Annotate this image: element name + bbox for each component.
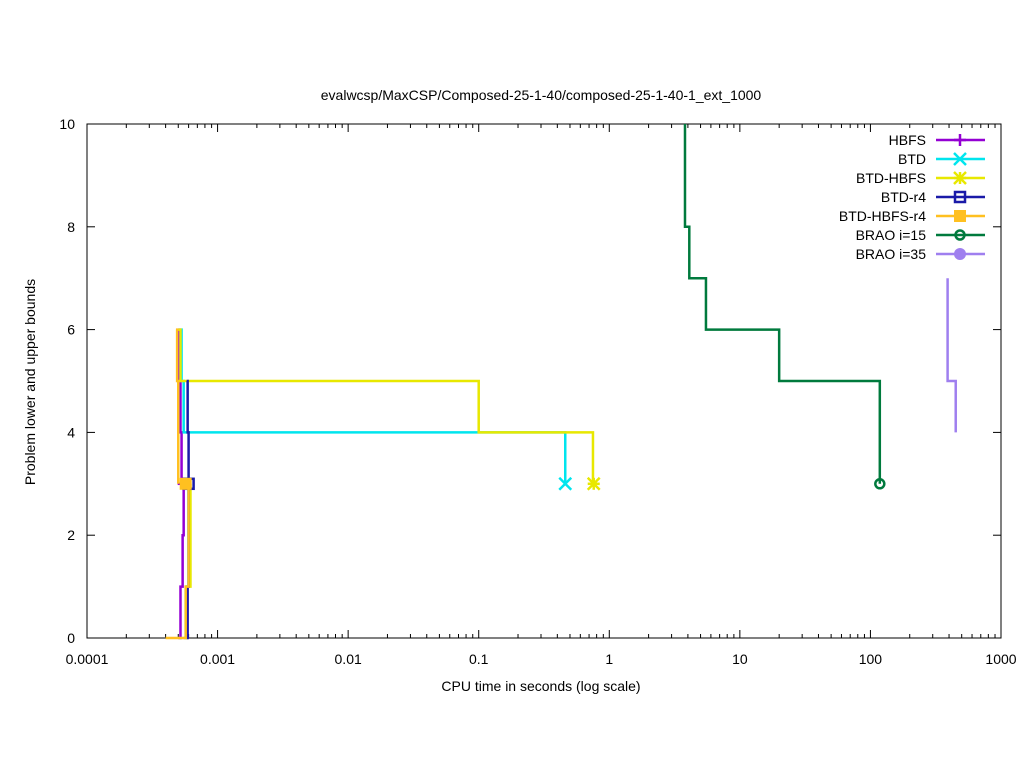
- series-lower-bound-line: [178, 483, 185, 640]
- y-tick-label: 10: [59, 116, 75, 132]
- series-final-point: [558, 476, 573, 491]
- chart-title: evalwcsp/MaxCSP/Composed-25-1-40/compose…: [321, 87, 762, 103]
- series-upper-bound-line: [178, 328, 595, 484]
- legend-marker: [954, 210, 966, 222]
- legend: HBFS BTD BTD-HBFS BTD-r4 BTD-HBFS-r4 BRAO i=1…: [839, 132, 985, 262]
- x-tick-label: 0.01: [335, 651, 362, 667]
- legend-marker: [954, 134, 966, 146]
- legend-label: BTD-HBFS: [856, 170, 926, 186]
- series-final-point: [586, 476, 601, 491]
- series-upper-bound-line: [175, 328, 180, 484]
- series-final-point: [179, 477, 192, 490]
- x-tick-label: 0.1: [469, 651, 489, 667]
- series-5: [683, 124, 886, 490]
- series-2: [178, 328, 601, 640]
- x-tick-label: 1: [605, 651, 613, 667]
- marker-box: [954, 210, 966, 222]
- series-final-point: [874, 478, 886, 490]
- legend-label: BRAO i=15: [856, 227, 927, 243]
- series-lines: [165, 124, 957, 640]
- legend-marker: [954, 248, 966, 260]
- series-4: [165, 328, 192, 640]
- marker-circle: [874, 478, 886, 490]
- x-tick-label: 0.0001: [66, 651, 109, 667]
- series-upper-bound-line: [186, 379, 190, 484]
- series-lower-bound-line: [165, 483, 190, 640]
- marker-box: [953, 190, 967, 204]
- marker-stroke: [586, 476, 601, 491]
- y-tick-label: 4: [67, 424, 75, 440]
- marker-circle: [954, 248, 966, 260]
- legend-marker: [953, 190, 967, 204]
- x-axis-label: CPU time in seconds (log scale): [441, 678, 640, 694]
- plot-frame: [86, 123, 1002, 639]
- legend-label: BRAO i=35: [856, 246, 927, 262]
- series-upper-bound-line: [946, 278, 957, 433]
- legend-marker: [953, 152, 967, 166]
- legend-label: HBFS: [889, 132, 926, 148]
- x-tick-label: 10: [732, 651, 748, 667]
- legend-label: BTD-r4: [881, 189, 926, 205]
- series-upper-bound-line: [180, 328, 567, 484]
- y-tick-label: 8: [67, 219, 75, 235]
- x-tick-label: 0.001: [200, 651, 235, 667]
- y-tick-label: 6: [67, 322, 75, 338]
- series-6: [946, 278, 957, 433]
- marker-stroke: [953, 152, 967, 166]
- y-tick-label: 2: [67, 527, 75, 543]
- legend-marker: [953, 171, 967, 185]
- marker-stroke: [953, 171, 967, 185]
- series-upper-bound-line: [683, 124, 882, 484]
- x-tick-label: 1000: [985, 651, 1016, 667]
- y-tick-label: 0: [67, 630, 75, 646]
- marker-circle: [954, 229, 966, 241]
- y-axis-label: Problem lower and upper bounds: [22, 279, 38, 485]
- marker-box: [179, 477, 192, 490]
- legend-label: BTD-HBFS-r4: [839, 208, 926, 224]
- x-tick-label: 100: [859, 651, 883, 667]
- series-1: [180, 328, 573, 640]
- legend-marker: [954, 229, 966, 241]
- marker-stroke: [558, 476, 573, 491]
- axes: 0.0001 0.001 0.01 0.1 1 10 100 1000 0 2 4 6 8 10: [59, 116, 1016, 667]
- legend-label: BTD: [898, 151, 926, 167]
